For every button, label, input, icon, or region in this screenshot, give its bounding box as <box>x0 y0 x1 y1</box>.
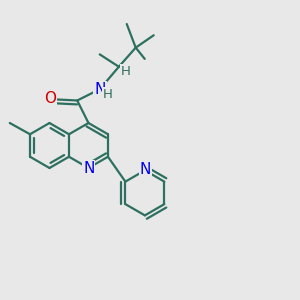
Text: N: N <box>94 82 106 97</box>
Text: H: H <box>121 65 130 78</box>
Text: H: H <box>103 88 113 101</box>
Text: N: N <box>83 161 94 176</box>
Text: O: O <box>44 91 56 106</box>
Text: N: N <box>140 162 151 177</box>
